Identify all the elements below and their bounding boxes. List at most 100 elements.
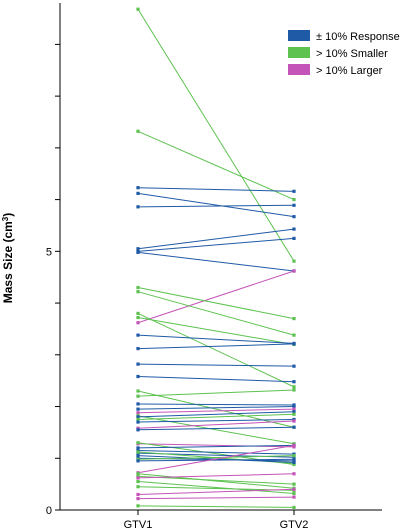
series-line-smaller	[137, 389, 295, 397]
data-point-smaller	[292, 491, 296, 496]
series-line-smaller	[137, 455, 295, 460]
data-point-response	[292, 380, 296, 384]
data-point-response	[292, 189, 296, 193]
y-tick-label: 0	[46, 505, 52, 517]
legend-swatch-smaller	[288, 47, 310, 58]
series-line-larger	[137, 270, 295, 324]
data-point-smaller	[292, 454, 296, 458]
data-point-response	[136, 446, 140, 450]
series-line-smaller	[137, 130, 295, 201]
data-point-smaller	[292, 333, 296, 337]
data-point-response	[136, 191, 140, 195]
x-tick-label: GTV1	[124, 519, 153, 528]
data-point-smaller	[292, 385, 296, 389]
data-point-response	[292, 203, 296, 207]
data-point-smaller	[292, 316, 296, 321]
series-line-response	[137, 450, 295, 455]
y-tick-label: 5	[46, 246, 52, 258]
series-line-response	[137, 406, 295, 410]
series-line-smaller	[137, 287, 295, 320]
data-point-larger	[292, 487, 296, 491]
series-line-response	[137, 228, 295, 250]
data-point-response	[136, 205, 140, 209]
axes: 05 GTV1 GTV2	[46, 3, 382, 528]
data-point-smaller	[136, 417, 140, 422]
series-line-response	[137, 458, 295, 462]
series-line-response	[137, 187, 295, 192]
data-point-smaller	[136, 129, 140, 133]
data-point-response	[292, 457, 296, 461]
data-point-smaller	[292, 388, 296, 392]
series-line-smaller	[137, 291, 295, 336]
series-line-smaller	[137, 415, 295, 445]
data-point-smaller	[136, 504, 140, 508]
data-point-response	[136, 346, 140, 351]
legend-swatch-response	[288, 30, 310, 41]
series-line-larger	[137, 444, 295, 474]
data-point-response	[136, 402, 140, 406]
legend-label-larger: > 10% Larger	[316, 65, 383, 77]
series-line-smaller	[137, 317, 295, 345]
series-line-response	[137, 363, 295, 367]
data-point-smaller	[136, 290, 140, 294]
legend-label-response: ± 10% Response	[316, 31, 400, 43]
data-point-smaller	[292, 412, 296, 416]
x-tick-label: GTV2	[280, 519, 309, 528]
data-point-response	[292, 404, 296, 409]
data-point-response	[292, 227, 296, 231]
data-point-smaller	[292, 482, 296, 486]
data-point-larger	[292, 269, 296, 273]
data-point-response	[136, 459, 140, 463]
y-axis-title-superscript: 3	[1, 216, 10, 221]
data-point-larger	[136, 497, 140, 501]
series-line-response	[137, 376, 295, 383]
data-point-response	[292, 364, 296, 368]
data-point-smaller	[136, 441, 140, 445]
data-point-larger	[292, 443, 296, 447]
data-point-response	[136, 333, 140, 337]
data-point-larger	[136, 321, 140, 325]
data-point-response	[292, 342, 296, 346]
legend-label-smaller: > 10% Smaller	[316, 48, 388, 60]
series-line-larger	[137, 420, 295, 429]
data-point-smaller	[136, 311, 140, 316]
data-point-response	[136, 415, 140, 419]
legend-swatch-larger	[288, 64, 310, 75]
series-line-smaller	[137, 8, 295, 262]
data-point-response	[292, 236, 296, 240]
series-line-larger	[137, 496, 295, 500]
data-point-smaller	[136, 315, 140, 320]
data-point-response	[136, 407, 140, 411]
data-point-response	[136, 247, 140, 251]
data-point-larger	[292, 419, 296, 423]
series-line-response	[137, 204, 295, 208]
series-line-smaller	[137, 312, 295, 388]
data-point-larger	[136, 411, 140, 415]
data-point-larger	[136, 476, 140, 480]
series-lines	[137, 8, 295, 508]
data-point-response	[136, 250, 140, 254]
y-ticks: 05	[46, 43, 60, 517]
series-line-response	[137, 426, 295, 431]
series-line-larger	[137, 443, 295, 448]
data-point-response	[292, 215, 296, 219]
series-line-response	[137, 444, 295, 449]
x-ticks: GTV1 GTV2	[124, 510, 309, 528]
data-point-larger	[136, 492, 140, 497]
data-point-smaller	[136, 485, 140, 489]
data-point-response	[136, 454, 140, 458]
series-line-response	[137, 411, 295, 418]
data-point-response	[136, 428, 140, 432]
series-line-response	[137, 418, 295, 423]
legend: ± 10% Response > 10% Smaller > 10% Larger	[288, 30, 400, 77]
series-line-smaller	[137, 505, 295, 508]
series-markers	[136, 7, 296, 510]
data-point-larger	[292, 407, 296, 411]
series-line-smaller	[137, 473, 295, 489]
data-point-smaller	[292, 259, 296, 263]
series-line-response	[137, 343, 295, 350]
series-line-response	[137, 403, 295, 406]
data-point-larger	[292, 495, 296, 499]
data-point-smaller	[136, 479, 140, 484]
